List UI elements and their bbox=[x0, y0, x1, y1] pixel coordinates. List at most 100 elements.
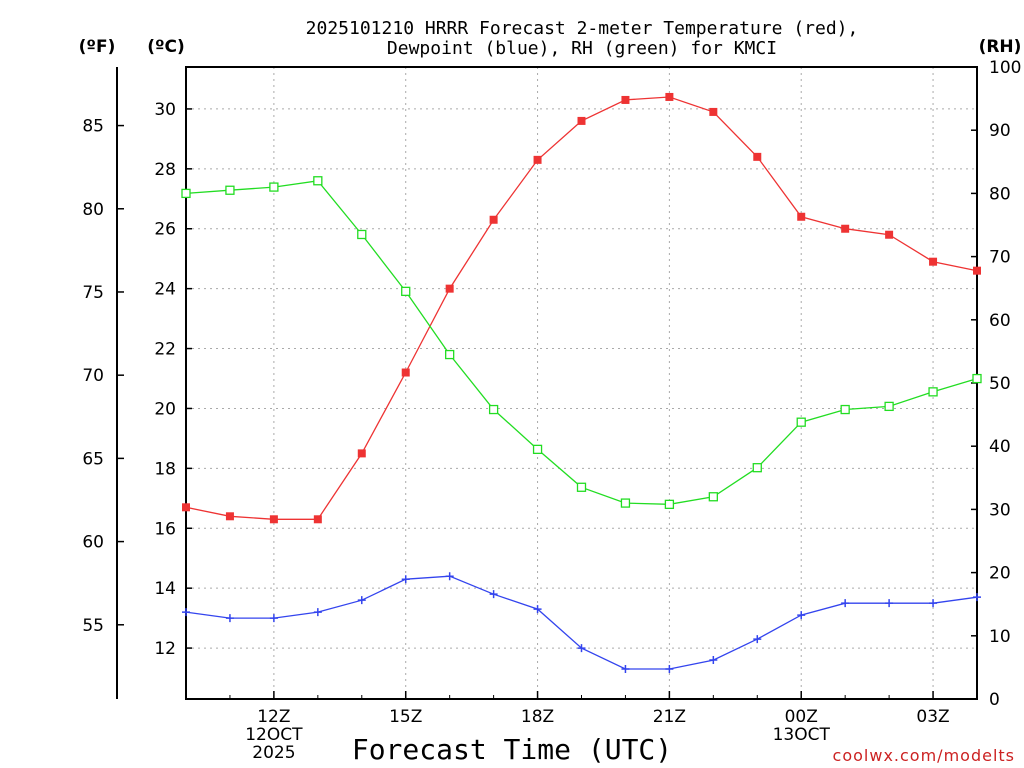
rh-point-4 bbox=[357, 229, 367, 240]
tick-label-rh-60: 60 bbox=[989, 311, 1011, 331]
dewpoint-point-2 bbox=[269, 614, 278, 623]
dewpoint-point-18 bbox=[973, 593, 981, 602]
rh-point-5 bbox=[401, 286, 411, 297]
tick-label-rh-90: 90 bbox=[989, 121, 1011, 141]
celsius-unit-label: (ºC) bbox=[147, 37, 185, 57]
tick-label-f-55: 55 bbox=[82, 616, 104, 636]
temperature-point-16 bbox=[885, 230, 894, 239]
tick-label-f-70: 70 bbox=[82, 366, 104, 386]
temperature-point-2 bbox=[269, 515, 278, 524]
temperature-point-12 bbox=[709, 107, 718, 116]
tick-label-rh-30: 30 bbox=[989, 500, 1011, 520]
series-layer bbox=[181, 92, 982, 674]
dewpoint-line bbox=[185, 575, 978, 670]
tick-label-f-80: 80 bbox=[82, 200, 104, 220]
dewpoint-point-0 bbox=[182, 608, 190, 617]
rh-point-18 bbox=[972, 373, 982, 384]
rh-point-11 bbox=[664, 499, 675, 509]
tick-label-c-28: 28 bbox=[154, 160, 176, 180]
temperature-point-17 bbox=[929, 257, 938, 266]
rh-point-0 bbox=[181, 188, 191, 199]
plot-frame bbox=[185, 66, 978, 700]
tick-label-f-85: 85 bbox=[82, 117, 104, 137]
tick-label-c-30: 30 bbox=[154, 100, 176, 120]
dewpoint-point-8 bbox=[533, 605, 542, 614]
tick-label-x-00Z-0: 00Z bbox=[785, 707, 818, 727]
temperature-point-1 bbox=[225, 512, 234, 521]
rh-point-15 bbox=[840, 404, 850, 415]
tick-label-x-12Z-2: 2025 bbox=[252, 743, 295, 763]
tick-label-x-18Z-0: 18Z bbox=[521, 707, 554, 727]
tick-label-rh-50: 50 bbox=[989, 374, 1011, 394]
tick-label-x-12Z-0: 12Z bbox=[257, 707, 290, 727]
temperature-point-6 bbox=[445, 284, 454, 293]
rh-point-7 bbox=[488, 404, 499, 415]
rh-point-9 bbox=[576, 482, 587, 492]
tick-label-c-26: 26 bbox=[154, 220, 176, 240]
tick-label-f-75: 75 bbox=[82, 283, 104, 303]
tick-label-c-16: 16 bbox=[154, 519, 176, 539]
grid-layer bbox=[186, 67, 977, 699]
x-axis-title: Forecast Time (UTC) bbox=[352, 733, 672, 766]
temperature-point-14 bbox=[797, 212, 806, 221]
dewpoint-point-5 bbox=[401, 575, 410, 584]
rh-point-12 bbox=[708, 492, 718, 502]
tick-label-x-15Z-0: 15Z bbox=[389, 707, 422, 727]
tick-label-rh-20: 20 bbox=[989, 564, 1011, 584]
tick-label-x-21Z-0: 21Z bbox=[653, 707, 686, 727]
fahrenheit-unit-label: (ºF) bbox=[79, 37, 116, 57]
dewpoint-point-3 bbox=[313, 608, 322, 617]
dewpoint-point-14 bbox=[797, 611, 806, 620]
tick-label-x-00Z-1: 13OCT bbox=[773, 725, 831, 745]
temperature-point-5 bbox=[401, 368, 410, 377]
dewpoint-point-4 bbox=[357, 596, 366, 605]
rh-point-1 bbox=[225, 185, 235, 195]
dewpoint-point-10 bbox=[621, 665, 630, 674]
temperature-point-10 bbox=[621, 95, 630, 104]
dewpoint-point-11 bbox=[665, 665, 674, 674]
dewpoint-point-6 bbox=[445, 572, 454, 581]
dewpoint-point-13 bbox=[753, 635, 762, 644]
tick-label-rh-10: 10 bbox=[989, 627, 1011, 647]
rh-point-17 bbox=[928, 387, 938, 397]
chart-title-line-1: 2025101210 HRRR Forecast 2-meter Tempera… bbox=[306, 18, 859, 39]
temperature-point-18 bbox=[973, 266, 981, 275]
tick-label-x-12Z-1: 12OCT bbox=[245, 725, 303, 745]
rh-point-3 bbox=[313, 176, 323, 186]
tick-label-rh-40: 40 bbox=[989, 437, 1011, 457]
temperature-point-11 bbox=[665, 92, 674, 101]
dewpoint-point-7 bbox=[489, 590, 498, 599]
dewpoint-point-1 bbox=[225, 614, 234, 623]
tick-label-c-14: 14 bbox=[154, 579, 176, 599]
dewpoint-point-15 bbox=[841, 599, 850, 608]
dewpoint-point-12 bbox=[709, 656, 718, 665]
temperature-line bbox=[185, 96, 978, 520]
dewpoint-point-9 bbox=[577, 644, 586, 653]
temperature-point-15 bbox=[841, 224, 850, 233]
tick-label-x-03Z-0: 03Z bbox=[916, 707, 949, 727]
tick-label-c-18: 18 bbox=[154, 459, 176, 479]
temperature-point-7 bbox=[489, 215, 498, 224]
chart-title-line-2: Dewpoint (blue), RH (green) for KMCI bbox=[387, 38, 777, 59]
temperature-point-0 bbox=[182, 503, 190, 512]
rh-point-10 bbox=[620, 498, 631, 508]
temperature-point-9 bbox=[577, 116, 586, 125]
tick-label-f-65: 65 bbox=[82, 449, 104, 469]
tick-label-f-60: 60 bbox=[82, 533, 104, 553]
rh-point-6 bbox=[445, 349, 455, 360]
temperature-point-4 bbox=[357, 449, 366, 458]
tick-label-c-12: 12 bbox=[154, 639, 176, 659]
temperature-point-13 bbox=[753, 152, 762, 161]
tick-label-rh-100: 100 bbox=[989, 58, 1021, 78]
temperature-point-3 bbox=[313, 515, 322, 524]
tick-label-rh-80: 80 bbox=[989, 184, 1011, 204]
rh-point-16 bbox=[884, 401, 894, 412]
tick-label-c-22: 22 bbox=[154, 340, 176, 360]
rh-unit-label: (RH) bbox=[979, 37, 1022, 57]
site-credit: coolwx.com/modelts bbox=[833, 746, 1015, 765]
tick-label-rh-0: 0 bbox=[989, 690, 1000, 710]
dewpoint-point-17 bbox=[929, 599, 938, 608]
rh-point-14 bbox=[796, 417, 806, 427]
